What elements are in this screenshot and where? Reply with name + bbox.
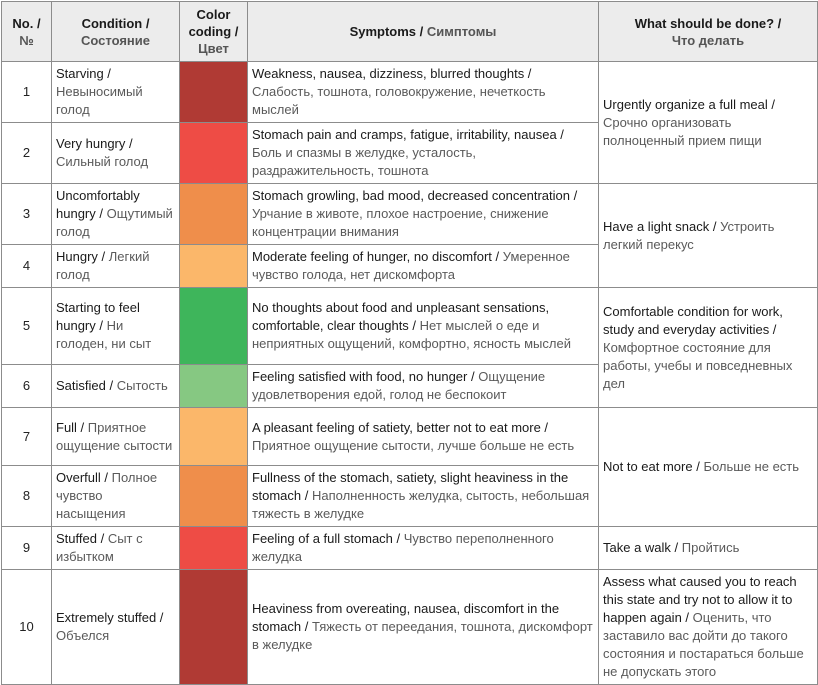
symptoms-cell: Moderate feeling of hunger, no discomfor… xyxy=(247,244,599,288)
action-cell: Urgently organize a full meal / Срочно о… xyxy=(598,61,818,184)
condition-cell: Very hungry / Сильный голод xyxy=(51,122,180,184)
table-row: 7 Full / Приятное ощущение сытости A ple… xyxy=(1,407,818,527)
row-number: 3 xyxy=(1,183,52,245)
row-number: 2 xyxy=(1,122,52,184)
row-number: 4 xyxy=(1,244,52,288)
header-what-to-do: What should be done? / Что делать xyxy=(598,1,818,62)
symptoms-cell: Fullness of the stomach, satiety, slight… xyxy=(247,465,599,527)
action-cell: Have a light snack / Устроить легкий пер… xyxy=(598,183,818,288)
row-number: 9 xyxy=(1,526,52,570)
color-swatch xyxy=(179,61,248,123)
color-swatch xyxy=(179,526,248,570)
color-swatch xyxy=(179,244,248,288)
symptoms-cell: Feeling of a full stomach / Чувство пере… xyxy=(247,526,599,570)
header-condition: Condition / Состояние xyxy=(51,1,180,62)
row-number: 8 xyxy=(1,465,52,527)
table-row: 9 Stuffed / Сыт с избытком Feeling of a … xyxy=(1,526,818,570)
table-row: 10 Extremely stuffed / Объелся Heaviness… xyxy=(1,569,818,685)
action-cell: Take a walk / Пройтись xyxy=(598,526,818,570)
color-swatch xyxy=(179,465,248,527)
symptoms-cell: Heaviness from overeating, nausea, disco… xyxy=(247,569,599,685)
color-swatch xyxy=(179,569,248,685)
condition-cell: Uncomfortably hungry / Ощутимый голод xyxy=(51,183,180,245)
table-row: 4 Hungry / Легкий голод Moderate feeling… xyxy=(1,244,818,288)
color-swatch xyxy=(179,287,248,365)
symptoms-cell: Weakness, nausea, dizziness, blurred tho… xyxy=(247,61,599,123)
condition-cell: Full / Приятное ощущение сытости xyxy=(51,407,180,466)
condition-cell: Satisfied / Сытость xyxy=(51,364,180,408)
action-cell: Comfortable condition for work, study an… xyxy=(598,287,818,408)
symptoms-cell: Stomach pain and cramps, fatigue, irrita… xyxy=(247,122,599,184)
condition-cell: Extremely stuffed / Объелся xyxy=(51,569,180,685)
color-swatch xyxy=(179,122,248,184)
condition-cell: Overfull / Полное чувство насыщения xyxy=(51,465,180,527)
color-swatch xyxy=(179,407,248,466)
color-swatch xyxy=(179,364,248,408)
header-row: No. / № Condition / Состояние Color coding… xyxy=(1,1,818,62)
symptoms-cell: No thoughts about food and unpleasant se… xyxy=(247,287,599,365)
table-row: 2 Very hungry / Сильный голод Stomach pa… xyxy=(1,122,818,184)
row-number: 1 xyxy=(1,61,52,123)
symptoms-cell: Feeling satisfied with food, no hunger /… xyxy=(247,364,599,408)
color-swatch xyxy=(179,183,248,245)
condition-cell: Starving / Невыносимый голод xyxy=(51,61,180,123)
table-row: 5 Starting to feel hungry / Ни голоден, … xyxy=(1,287,818,408)
header-color-coding: Color coding / Цвет xyxy=(179,1,248,62)
symptoms-cell: Stomach growling, bad mood, decreased co… xyxy=(247,183,599,245)
row-number: 7 xyxy=(1,407,52,466)
action-cell: Assess what caused you to reach this sta… xyxy=(598,569,818,685)
table-row: 1 Starving / Невыносимый голод Weakness,… xyxy=(1,61,818,184)
symptoms-cell: A pleasant feeling of satiety, better no… xyxy=(247,407,599,466)
row-number: 6 xyxy=(1,364,52,408)
table-row: 6 Satisfied / Сытость Feeling satisfied … xyxy=(1,364,818,408)
action-cell: Not to eat more / Больше не есть xyxy=(598,407,818,527)
condition-cell: Starting to feel hungry / Ни голоден, ни… xyxy=(51,287,180,365)
row-number: 10 xyxy=(1,569,52,685)
header-symptoms: Symptoms / Симптомы xyxy=(247,1,599,62)
row-number: 5 xyxy=(1,287,52,365)
header-number: No. / № xyxy=(1,1,52,62)
condition-cell: Stuffed / Сыт с избытком xyxy=(51,526,180,570)
table-row: 8 Overfull / Полное чувство насыщения Fu… xyxy=(1,465,818,527)
table-row: 3 Uncomfortably hungry / Ощутимый голод … xyxy=(1,183,818,288)
condition-cell: Hungry / Легкий голод xyxy=(51,244,180,288)
